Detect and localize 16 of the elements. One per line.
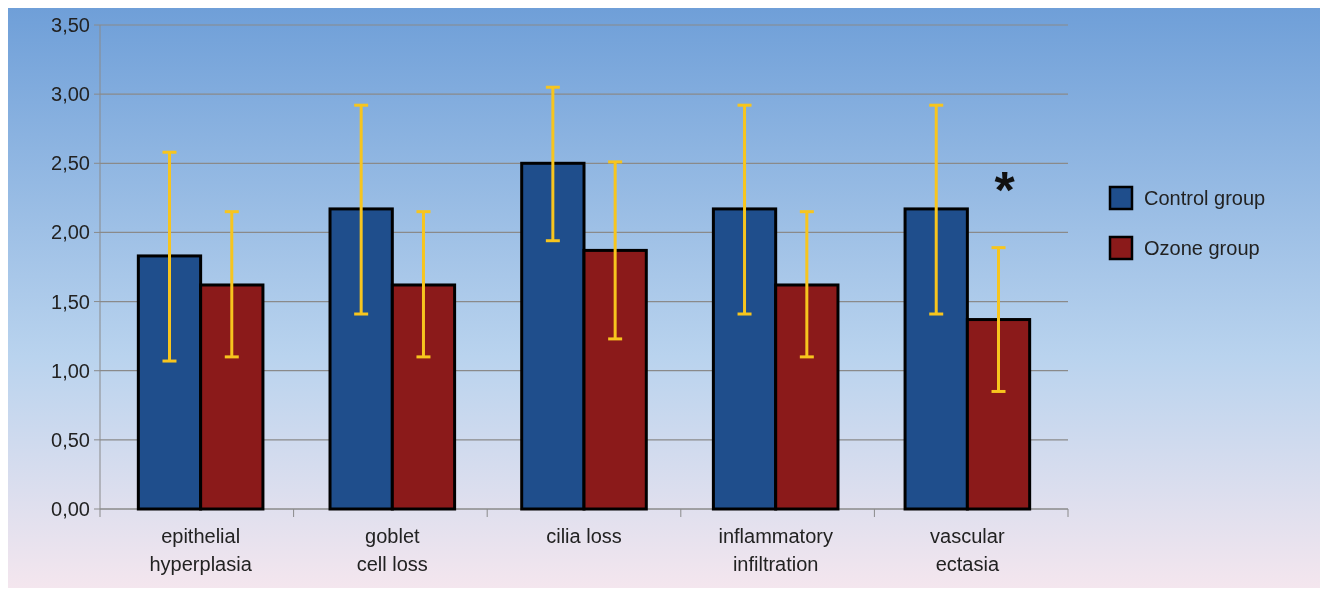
y-tick-label: 3,50 <box>51 14 90 36</box>
legend-label: Control group <box>1144 187 1266 209</box>
x-tick-label: goblet cell loss <box>356 525 428 575</box>
x-tick-label: cilia loss <box>546 525 622 547</box>
y-tick-label: 3,00 <box>51 83 90 106</box>
x-tick-label: epithelial hyperplasia <box>149 525 253 575</box>
x-tick-label: inflammatory infiltration <box>718 525 833 575</box>
legend-label: Ozone group <box>1144 237 1260 259</box>
y-tick-label: 0,00 <box>51 498 90 520</box>
y-tick-label: 2,50 <box>51 152 90 175</box>
y-tick-label: 1,50 <box>51 290 90 313</box>
y-tick-label: 0,50 <box>51 428 90 451</box>
annotation: * <box>994 161 1016 220</box>
y-tick-label: 2,00 <box>51 221 90 244</box>
x-tick-label: vascular ectasia <box>930 525 1005 575</box>
y-tick-label: 1,00 <box>51 359 90 382</box>
